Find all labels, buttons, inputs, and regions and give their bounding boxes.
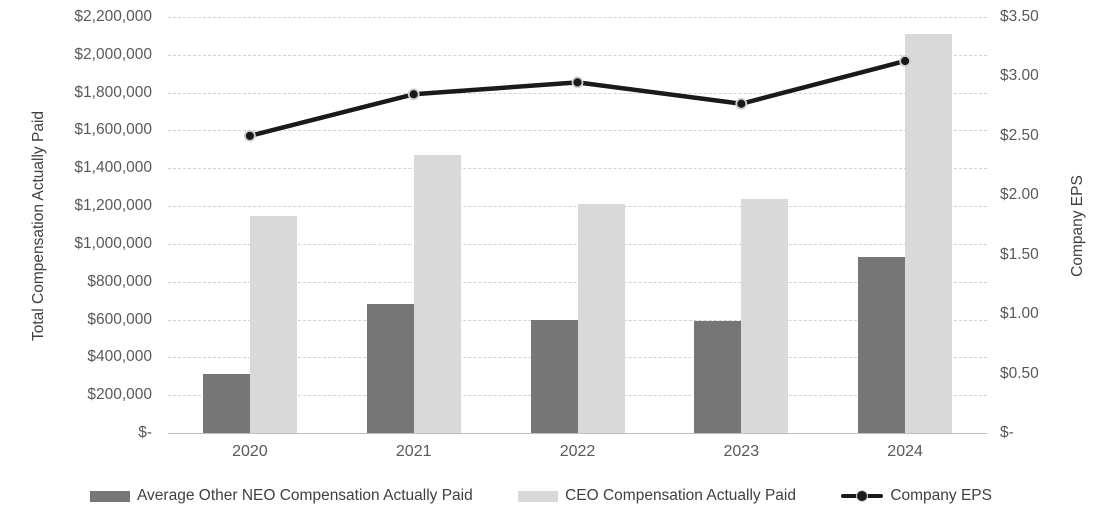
legend-label: Average Other NEO Compensation Actually …	[137, 487, 473, 504]
right-axis-tick-label: $2.50	[1000, 126, 1039, 144]
bar-avg-other-neo-cap	[202, 374, 250, 433]
left-axis-tick-label: $2,000,000	[74, 45, 152, 63]
bar-ceo-cap	[413, 155, 461, 433]
left-axis-tick-label: $800,000	[87, 272, 152, 290]
right-axis-tick-label: $1.50	[1000, 245, 1039, 263]
gridline	[168, 92, 987, 94]
bar-avg-other-neo-cap	[530, 320, 578, 433]
legend-label: CEO Compensation Actually Paid	[565, 487, 796, 504]
bar-ceo-cap	[905, 34, 953, 433]
gridline	[168, 17, 987, 18]
legend-bar-swatch-icon	[518, 490, 559, 502]
right-axis-tick-label: $1.00	[1000, 305, 1039, 323]
gridline	[168, 130, 987, 132]
left-axis-tick-label: $1,400,000	[74, 159, 152, 177]
legend: Average Other NEO Compensation Actually …	[90, 487, 992, 505]
bar-avg-other-neo-cap	[858, 257, 906, 433]
legend-line-marker-icon	[841, 490, 884, 502]
bar-ceo-cap	[577, 204, 625, 433]
eps-marker	[407, 88, 420, 101]
eps-marker	[571, 76, 584, 89]
x-axis-line	[168, 433, 987, 434]
legend-item: Average Other NEO Compensation Actually …	[90, 487, 473, 505]
left-axis-tick-label: $1,000,000	[74, 234, 152, 252]
legend-item: Company EPS	[841, 487, 992, 505]
right-axis-tick-label: $3.50	[1000, 8, 1039, 25]
left-axis-tick-label: $-	[138, 424, 152, 441]
x-axis-label: 2023	[723, 443, 760, 460]
right-axis-tick-label: $-	[1000, 424, 1014, 441]
right-axis-tick-label: $3.00	[1000, 67, 1039, 85]
gridline	[168, 54, 987, 56]
x-axis-label: 2020	[232, 443, 268, 460]
eps-line	[247, 58, 908, 139]
gridline	[168, 168, 987, 170]
right-axis-tick-label: $0.50	[1000, 364, 1039, 382]
legend-item: CEO Compensation Actually Paid	[518, 487, 796, 505]
left-axis-tick-label: $2,200,000	[74, 8, 152, 25]
legend-label: Company EPS	[890, 487, 992, 504]
left-axis-tick-label: $400,000	[87, 348, 152, 366]
left-axis-tick-label: $1,600,000	[74, 121, 152, 139]
left-axis-tick-label: $200,000	[87, 386, 152, 404]
bar-avg-other-neo-cap	[694, 321, 742, 433]
right-axis-title: Company EPS	[1069, 175, 1086, 277]
left-axis-tick-label: $1,800,000	[74, 83, 152, 101]
left-axis-title: Total Compensation Actually Paid	[30, 110, 47, 342]
bar-avg-other-neo-cap	[366, 304, 414, 433]
left-axis-tick-label: $1,200,000	[74, 197, 152, 215]
legend-bar-swatch-icon	[90, 490, 130, 502]
eps-marker	[243, 129, 256, 142]
bar-ceo-cap	[741, 199, 789, 433]
left-axis-tick-label: $600,000	[87, 310, 152, 328]
right-axis-tick-label: $2.00	[1000, 186, 1039, 204]
eps-marker	[735, 97, 748, 110]
x-axis-label: 2022	[559, 443, 596, 460]
x-axis-label: 2021	[395, 443, 432, 460]
bar-ceo-cap	[249, 215, 297, 433]
x-axis-label: 2024	[887, 443, 923, 460]
legend-line-dot	[856, 490, 869, 502]
